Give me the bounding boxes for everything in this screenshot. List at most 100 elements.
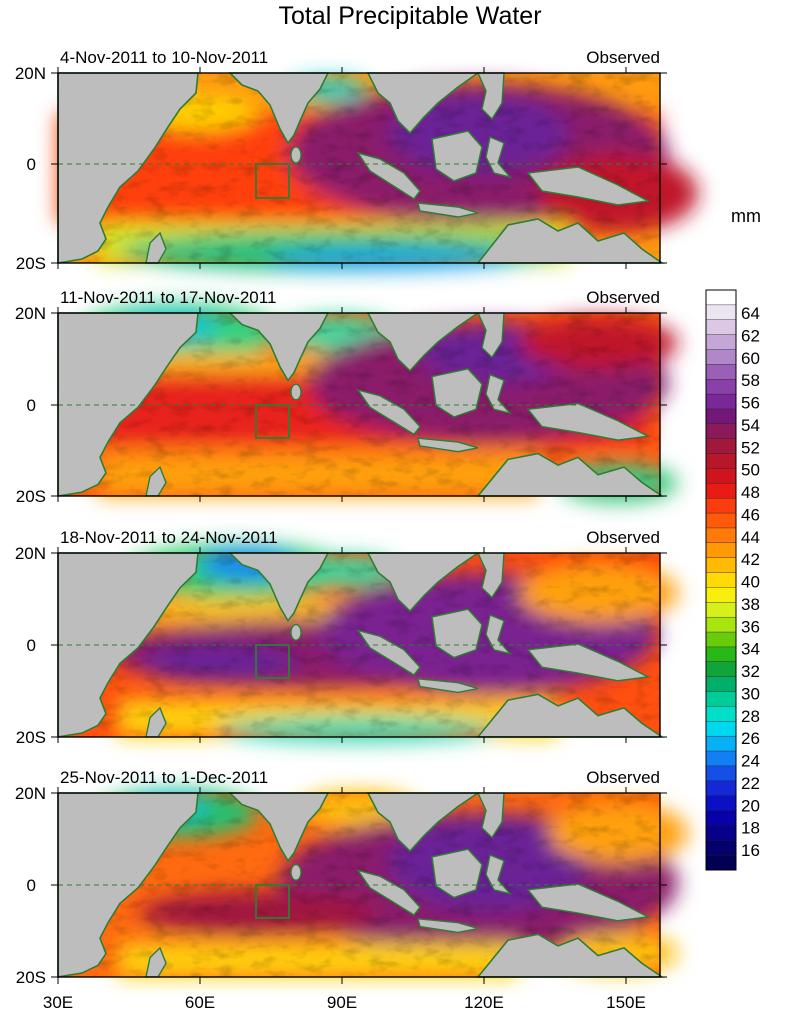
- y-tick-20n: 20N: [15, 544, 46, 563]
- panel-label: Observed: [586, 48, 660, 67]
- colorbar-swatch: [705, 542, 737, 559]
- colorbar-swatch: [705, 364, 737, 380]
- colorbar-swatch: [705, 289, 737, 306]
- units-label: mm: [731, 206, 761, 226]
- colorbar-label: 58: [741, 371, 760, 390]
- panel-label: Observed: [586, 768, 660, 787]
- colorbar-label: 18: [741, 819, 760, 838]
- colorbar-swatch: [705, 393, 737, 410]
- x-tick-90e: 90E: [327, 993, 357, 1012]
- colorbar-swatch: [705, 825, 737, 841]
- colorbar-swatch: [705, 438, 737, 455]
- colorbar-swatch: [705, 706, 737, 722]
- colorbar: [705, 289, 737, 871]
- colorbar-label: 48: [741, 483, 760, 502]
- colorbar-swatch: [705, 661, 737, 678]
- colorbar-swatch: [705, 512, 737, 529]
- colorbar-swatch: [705, 840, 737, 856]
- panel-date-range: 18-Nov-2011 to 24-Nov-2011: [60, 528, 278, 547]
- colorbar-swatch: [705, 349, 737, 365]
- colorbar-label: 20: [741, 796, 760, 815]
- y-tick-0: 0: [27, 636, 36, 655]
- panel-date-range: 4-Nov-2011 to 10-Nov-2011: [60, 48, 268, 67]
- colorbar-label: 56: [741, 394, 760, 413]
- colorbar-label: 50: [741, 461, 760, 480]
- colorbar-swatch: [705, 602, 737, 618]
- colorbar-swatch: [705, 453, 737, 469]
- colorbar-label: 22: [741, 774, 760, 793]
- y-tick-0: 0: [27, 876, 36, 895]
- colorbar-swatch: [705, 468, 737, 484]
- panel-date-range: 25-Nov-2011 to 1-Dec-2011: [60, 768, 268, 787]
- colorbar-swatch: [705, 334, 737, 350]
- y-tick-20n: 20N: [15, 304, 46, 323]
- colorbar-swatch: [705, 527, 737, 544]
- y-tick-20n: 20N: [15, 64, 46, 83]
- colorbar-swatch: [705, 765, 737, 782]
- colorbar-swatch: [705, 780, 737, 797]
- colorbar-label: 60: [741, 349, 760, 368]
- panel-4: 25-Nov-2011 to 1-Dec-2011 Observed 20N 0…: [15, 768, 688, 1012]
- panel-3: 18-Nov-2011 to 24-Nov-2011 Observed 20N …: [15, 528, 678, 747]
- y-tick-0: 0: [27, 396, 36, 415]
- colorbar-swatch: [705, 587, 737, 603]
- colorbar-label: 36: [741, 617, 760, 636]
- colorbar-swatch: [705, 379, 737, 395]
- colorbar-label: 16: [741, 841, 760, 860]
- panel-frame: [57, 72, 661, 264]
- colorbar-label: 30: [741, 684, 760, 703]
- y-tick-0: 0: [27, 155, 36, 174]
- y-tick-20s: 20S: [16, 487, 46, 506]
- figure-title: Total Precipitable Water: [278, 2, 541, 30]
- colorbar-label: 44: [741, 528, 760, 547]
- panel-label: Observed: [586, 528, 660, 547]
- colorbar-swatch: [705, 616, 737, 633]
- colorbar-labels: 64 62 60 58 56 54 52 50 48 46 44 42 40 38 36 34 32 30 28 26…: [741, 304, 760, 860]
- y-tick-20s: 20S: [16, 728, 46, 747]
- panel-1: 4-Nov-2011 to 10-Nov-2011 Observed 20N 0…: [15, 48, 698, 273]
- colorbar-label: 38: [741, 595, 760, 614]
- colorbar-label: 34: [741, 640, 760, 659]
- colorbar-frame: [705, 289, 737, 871]
- map-field: [58, 73, 698, 271]
- colorbar-label: 46: [741, 505, 760, 524]
- panel-date-range: 11-Nov-2011 to 17-Nov-2011: [60, 288, 276, 307]
- colorbar-label: 64: [741, 304, 760, 323]
- colorbar-swatch: [705, 408, 737, 425]
- colorbar-swatch: [705, 631, 737, 648]
- colorbar-swatch: [705, 676, 737, 693]
- colorbar-swatch: [705, 795, 737, 812]
- colorbar-label: 28: [741, 707, 760, 726]
- colorbar-swatch: [705, 735, 737, 752]
- region-box: [255, 644, 290, 679]
- colorbar-swatch: [705, 646, 737, 663]
- colorbar-swatch: [705, 319, 737, 336]
- region-box: [255, 884, 290, 919]
- x-tick-30e: 30E: [43, 993, 73, 1012]
- colorbar-swatch: [705, 810, 737, 826]
- colorbar-swatch: [705, 572, 737, 588]
- colorbar-label: 40: [741, 573, 760, 592]
- colorbar-swatch: [705, 854, 737, 871]
- colorbar-label: 32: [741, 662, 760, 681]
- y-tick-20s: 20S: [16, 968, 46, 987]
- colorbar-swatch: [705, 498, 737, 514]
- y-tick-20s: 20S: [16, 254, 46, 273]
- colorbar-swatch: [705, 721, 737, 737]
- panel-2: 11-Nov-2011 to 17-Nov-2011 Observed 20N …: [15, 288, 678, 506]
- colorbar-swatch: [705, 750, 737, 767]
- colorbar-swatch: [705, 304, 737, 321]
- colorbar-swatch: [705, 423, 737, 440]
- colorbar-swatch: [705, 483, 737, 499]
- region-box: [255, 404, 290, 439]
- colorbar-label: 52: [741, 438, 760, 457]
- colorbar-swatch: [705, 691, 737, 707]
- y-tick-20n: 20N: [15, 784, 46, 803]
- colorbar-label: 54: [741, 416, 760, 435]
- colorbar-label: 42: [741, 550, 760, 569]
- region-box: [255, 163, 290, 199]
- colorbar-label: 62: [741, 326, 760, 345]
- colorbar-swatch: [705, 557, 737, 574]
- x-tick-150e: 150E: [606, 993, 646, 1012]
